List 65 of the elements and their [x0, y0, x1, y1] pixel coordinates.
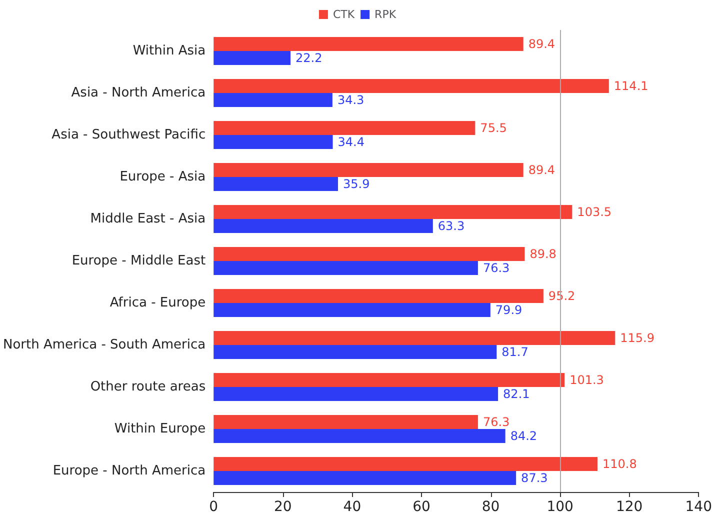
x-tick-label: 60 [412, 499, 430, 515]
data-label: 34.3 [337, 93, 364, 107]
bar [214, 135, 333, 149]
x-tick-label: 80 [482, 499, 500, 515]
x-tick-label: 140 [685, 499, 712, 515]
data-label: 84.2 [510, 429, 538, 443]
data-label: 87.3 [521, 471, 548, 485]
bar [214, 387, 498, 401]
bar [214, 457, 598, 471]
data-label: 114.1 [614, 79, 648, 93]
bar [214, 247, 525, 261]
y-tick-label: Other route areas [90, 380, 206, 394]
data-label: 101.3 [570, 373, 604, 387]
y-tick-label: Europe - Middle East [72, 254, 206, 268]
bar [214, 93, 332, 107]
bar [214, 121, 476, 135]
x-tick-label: 20 [274, 499, 292, 515]
bar [214, 331, 616, 345]
data-label: 115.9 [620, 331, 655, 345]
legend-label: RPK [374, 8, 397, 21]
y-tick-label: Europe - North America [52, 464, 206, 478]
x-tick-label: 40 [343, 499, 362, 515]
y-tick-label: Within Asia [132, 44, 206, 58]
y-tick-label: North America - South America [2, 338, 206, 352]
bar [214, 177, 338, 191]
bar [214, 373, 565, 387]
data-label: 75.5 [480, 121, 507, 135]
data-label: 76.3 [482, 415, 510, 429]
y-tick-label: Within Europe [114, 422, 206, 436]
bar [214, 303, 490, 317]
data-label: 76.3 [482, 261, 510, 275]
bar [214, 429, 506, 443]
data-label: 89.4 [528, 37, 556, 51]
bar [214, 415, 478, 429]
y-tick-label: Europe - Asia [120, 170, 206, 184]
bar [214, 219, 433, 233]
bar [214, 345, 497, 359]
data-label: 110.8 [602, 457, 637, 471]
y-tick-label: Asia - Southwest Pacific [52, 128, 206, 142]
data-label: 89.8 [530, 247, 556, 261]
y-tick-label: Africa - Europe [110, 296, 206, 310]
bar [214, 37, 524, 51]
data-label: 34.4 [338, 135, 365, 149]
bar [214, 289, 544, 303]
data-label: 35.9 [342, 177, 370, 191]
x-tick-label: 120 [616, 499, 643, 515]
x-tick-label: 0 [209, 499, 218, 515]
y-tick-label: Asia - North America [71, 86, 206, 100]
data-label: 63.3 [438, 219, 465, 233]
data-label: 95.2 [548, 289, 576, 303]
bar [214, 471, 516, 485]
data-label: 82.1 [503, 387, 530, 401]
bar [214, 51, 291, 65]
bar [214, 261, 478, 275]
bar [214, 79, 609, 93]
bar [214, 163, 524, 177]
y-tick-label: Middle East - Asia [90, 212, 206, 226]
legend-label: CTK [332, 8, 356, 21]
data-label: 81.7 [502, 345, 528, 359]
bar [214, 205, 572, 219]
data-label: 89.4 [528, 163, 556, 177]
x-tick-label: 100 [546, 499, 574, 515]
data-label: 79.9 [495, 303, 522, 317]
data-label: 103.5 [577, 205, 612, 219]
data-label: 22.2 [296, 51, 322, 65]
